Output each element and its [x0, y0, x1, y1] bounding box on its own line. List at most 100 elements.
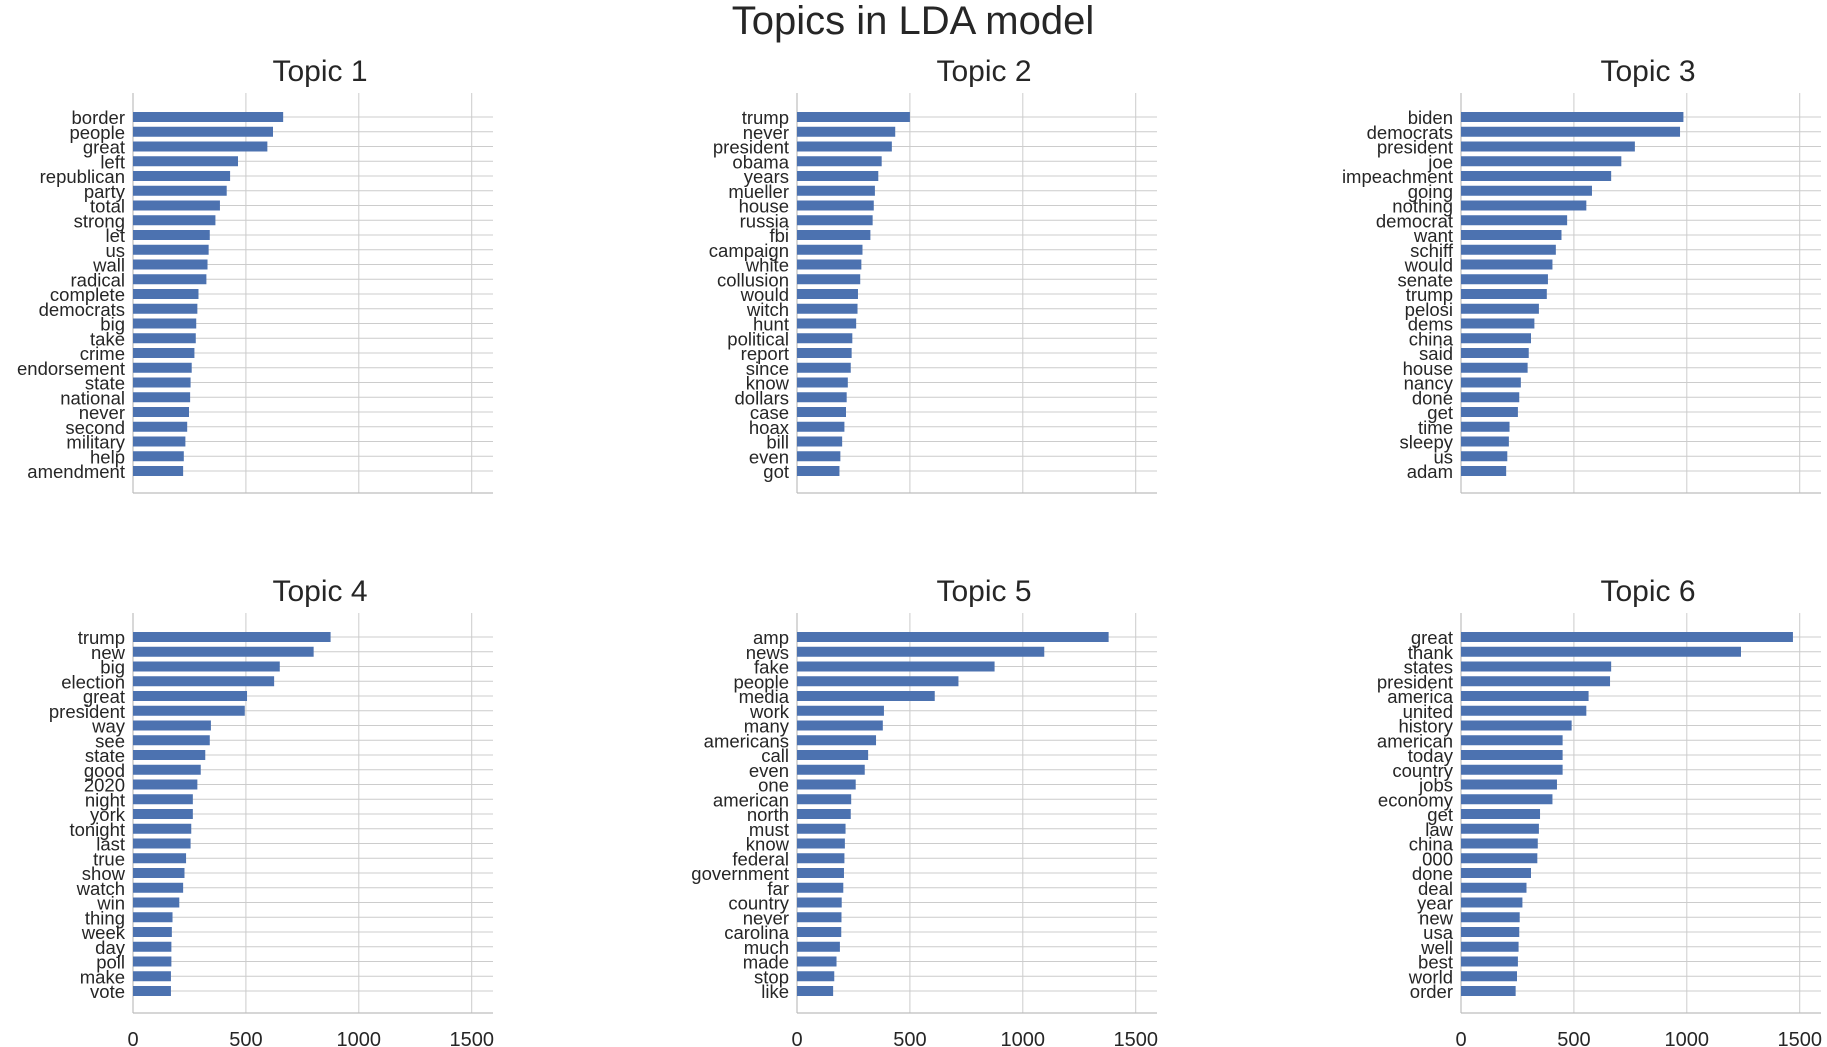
topic-word-bar — [133, 720, 211, 731]
word-label: strong — [74, 210, 125, 231]
topic-word-bar — [797, 141, 892, 152]
word-label: dems — [1408, 314, 1453, 335]
topic-word-bar — [133, 691, 248, 701]
topic-word-bar — [797, 956, 837, 967]
topic-word-bar — [133, 274, 207, 285]
word-label: call — [761, 745, 789, 766]
topic-word-bar — [1461, 215, 1568, 226]
topic-word-bar — [133, 632, 331, 642]
word-label: big — [100, 657, 125, 678]
topic-word-bar — [133, 809, 193, 819]
word-label: done — [1412, 863, 1453, 884]
word-label: second — [65, 417, 125, 438]
word-label: radical — [71, 269, 126, 290]
word-label: trump — [78, 627, 125, 648]
word-label: way — [91, 716, 126, 737]
topic-word-bar — [133, 779, 198, 790]
word-label: see — [95, 730, 125, 751]
topic-word-bar — [133, 868, 185, 878]
word-label: help — [90, 446, 125, 467]
topic-word-bar — [133, 823, 192, 834]
word-label: nancy — [1404, 373, 1454, 394]
topic-word-bar — [797, 244, 863, 255]
x-tick-label: 0 — [791, 1029, 802, 1047]
word-label: got — [763, 461, 789, 482]
topic-word-bar — [1461, 466, 1507, 476]
word-label: republican — [40, 166, 125, 187]
panel-title: Topic 1 — [272, 55, 367, 88]
topic-panel: Topic 2 trumpneverpresidentobamayearsmuel… — [709, 55, 1157, 494]
topic-word-bar — [133, 750, 206, 760]
word-label: senate — [1397, 269, 1453, 290]
topic-word-bar — [797, 126, 896, 137]
word-label: much — [744, 937, 789, 958]
topic-word-bar — [133, 927, 172, 937]
topic-word-bar — [1461, 853, 1538, 864]
word-label: carolina — [724, 922, 789, 943]
topic-word-bar — [1461, 185, 1592, 196]
topic-word-bar — [1461, 407, 1518, 417]
topic-word-bar — [1461, 897, 1523, 908]
word-label: national — [60, 387, 125, 408]
word-label: white — [745, 255, 789, 276]
word-label: economy — [1378, 789, 1454, 810]
topic-word-bar — [1461, 927, 1520, 937]
topic-word-bar — [1461, 882, 1527, 893]
topic-word-bar — [797, 171, 879, 181]
word-label: day — [95, 937, 126, 958]
word-label: collusion — [717, 269, 789, 290]
topic-word-bar — [133, 392, 191, 403]
topic-word-bar — [797, 466, 840, 476]
word-label: true — [93, 848, 125, 869]
word-label: well — [1420, 937, 1453, 958]
topic-word-bar — [1461, 676, 1611, 687]
topic-word-bar — [797, 421, 845, 432]
word-label: night — [85, 789, 125, 810]
topic-word-bar — [1461, 244, 1556, 255]
word-label: left — [100, 151, 125, 172]
topic-word-bar — [1461, 661, 1612, 672]
word-label: vote — [90, 981, 125, 1002]
topic-word-bar — [797, 333, 853, 344]
word-label: good — [84, 760, 125, 781]
word-label: biden — [1408, 107, 1453, 128]
word-label: done — [1412, 387, 1453, 408]
word-label: never — [743, 907, 789, 928]
word-label: new — [91, 642, 126, 663]
topic-word-bar — [133, 215, 216, 226]
topic-word-bar — [133, 333, 196, 344]
topic-word-bar — [797, 735, 877, 746]
word-label: sleepy — [1400, 432, 1454, 453]
topic-word-bar — [133, 941, 172, 952]
word-label: federal — [732, 848, 789, 869]
word-label: joe — [1427, 151, 1453, 172]
word-label: complete — [50, 284, 125, 305]
topic-word-bar — [1461, 259, 1553, 270]
topic-word-bar — [797, 156, 882, 167]
topic-word-bar — [133, 986, 171, 996]
word-label: never — [79, 402, 125, 423]
word-label: military — [66, 432, 125, 453]
topic-word-bar — [797, 912, 842, 923]
topic-word-bar — [133, 156, 238, 167]
topic-word-bar — [133, 348, 195, 358]
word-label: news — [746, 642, 789, 663]
topic-word-bar — [797, 632, 1109, 642]
topic-word-bar — [133, 466, 184, 476]
x-tick-label: 500 — [893, 1029, 926, 1047]
word-label: state — [85, 373, 125, 394]
topic-word-bar — [133, 897, 180, 908]
topic-word-bar — [797, 451, 841, 462]
x-tick-label: 1000 — [1001, 1029, 1046, 1047]
word-label: election — [61, 671, 125, 692]
word-label: take — [90, 328, 125, 349]
panel-title: Topic 3 — [1600, 55, 1695, 88]
topic-word-bar — [1461, 986, 1516, 996]
word-label: thank — [1408, 642, 1454, 663]
word-label: media — [739, 686, 790, 707]
topic-word-bar — [133, 646, 314, 657]
word-label: president — [713, 137, 789, 158]
x-tick-label: 1000 — [337, 1029, 382, 1047]
topic-word-bar — [1461, 377, 1521, 388]
